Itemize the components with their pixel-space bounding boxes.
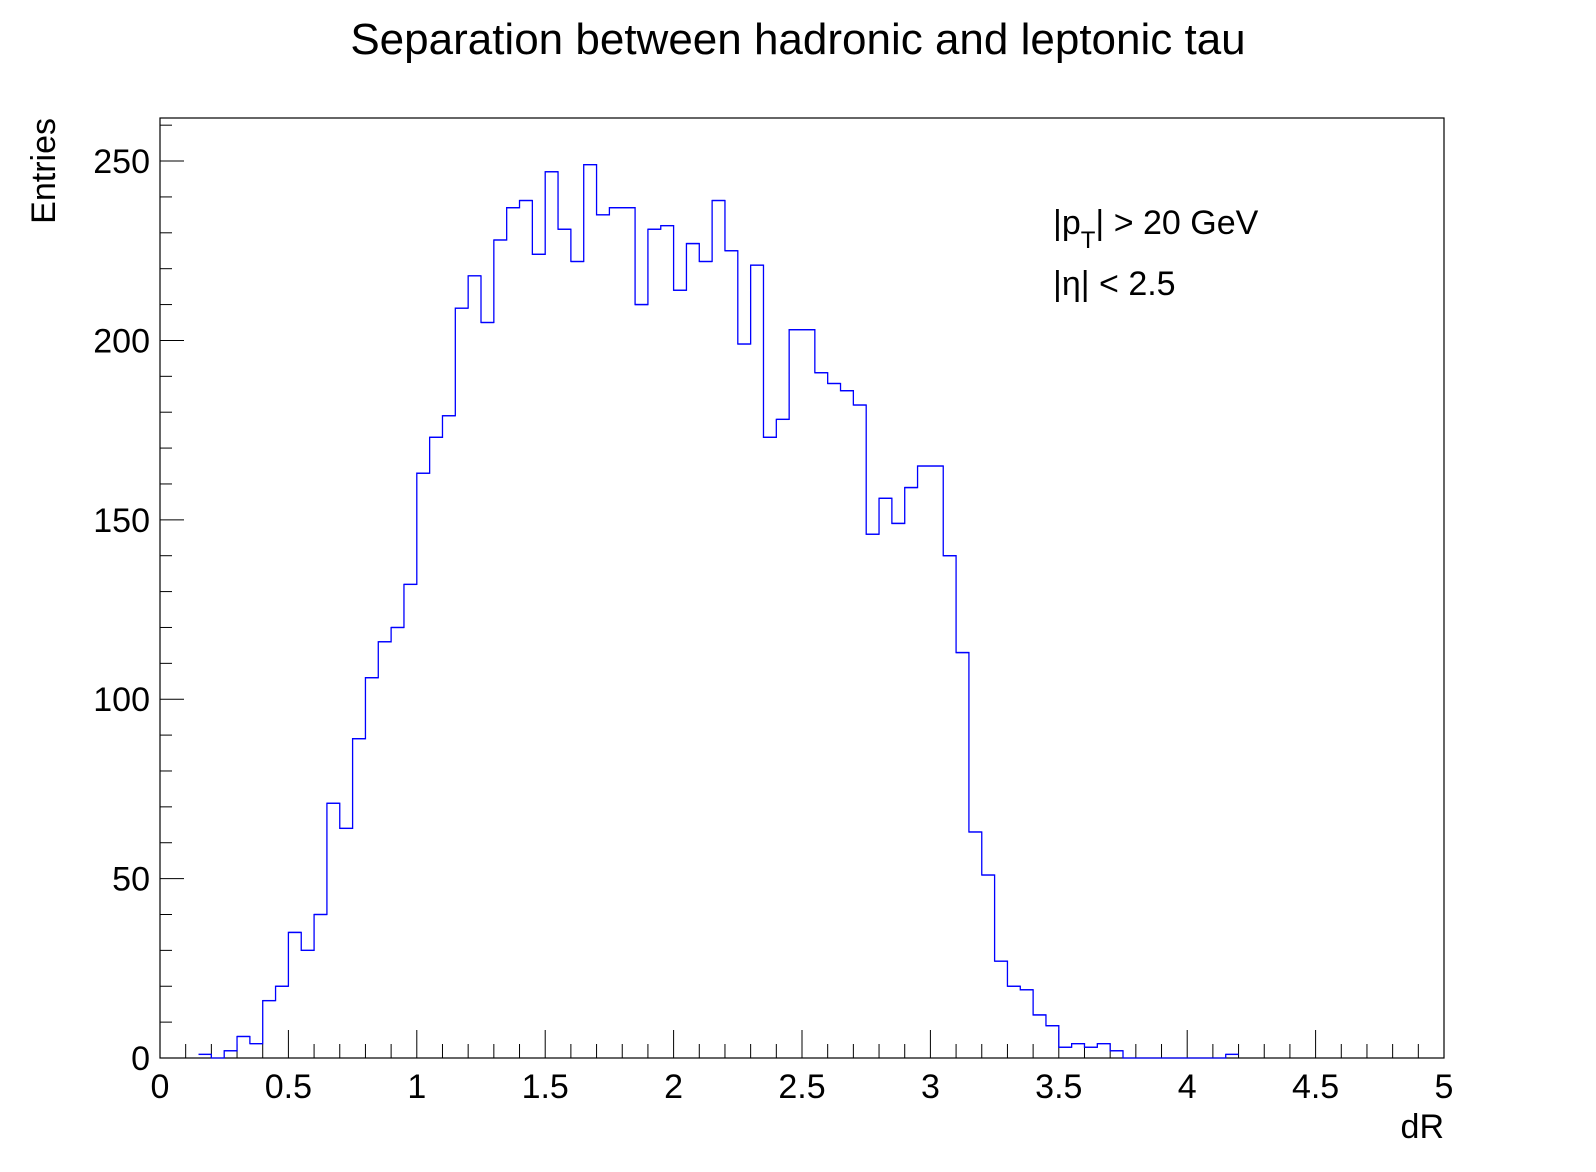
chart-title: Separation between hadronic and leptonic… (350, 15, 1245, 64)
x-tick-label: 2 (664, 1068, 683, 1106)
y-axis-label: Entries (25, 118, 63, 224)
histogram-bins (198, 163, 1239, 1056)
x-tick-label: 0 (151, 1068, 170, 1106)
x-tick-label: 0.5 (265, 1068, 312, 1106)
y-tick-label: 0 (131, 1040, 150, 1078)
x-tick-label: 1 (407, 1068, 426, 1106)
x-tick-label: 5 (1435, 1068, 1454, 1106)
pt-cut-prefix: |p (1053, 204, 1081, 242)
y-tick-label: 250 (93, 143, 150, 181)
pt-cut-subscript: T (1081, 227, 1096, 254)
y-tick-label: 50 (112, 861, 150, 899)
x-tick-label: 3 (921, 1068, 940, 1106)
y-tick-label: 100 (93, 681, 150, 719)
x-tick-label: 4 (1178, 1068, 1197, 1106)
x-tick-label: 1.5 (522, 1068, 569, 1106)
y-tick-label: 150 (93, 502, 150, 540)
x-tick-label: 2.5 (778, 1068, 825, 1106)
x-tick-label: 3.5 (1035, 1068, 1082, 1106)
x-axis-label: dR (1401, 1108, 1444, 1146)
eta-cut-annotation: |η| < 2.5 (1053, 265, 1176, 303)
x-axis: 0 0.5 1 1.5 2 2.5 3 3.5 4 4.5 5 (151, 1030, 1454, 1106)
pt-cut-annotation: |pT| > 20 GeV (1053, 204, 1259, 254)
pt-cut-suffix: | > 20 GeV (1095, 204, 1258, 242)
plot-frame (159, 117, 1445, 1059)
y-axis: 0 50 100 150 200 250 (93, 124, 184, 1078)
x-tick-label: 4.5 (1292, 1068, 1339, 1106)
y-tick-label: 200 (93, 322, 150, 360)
